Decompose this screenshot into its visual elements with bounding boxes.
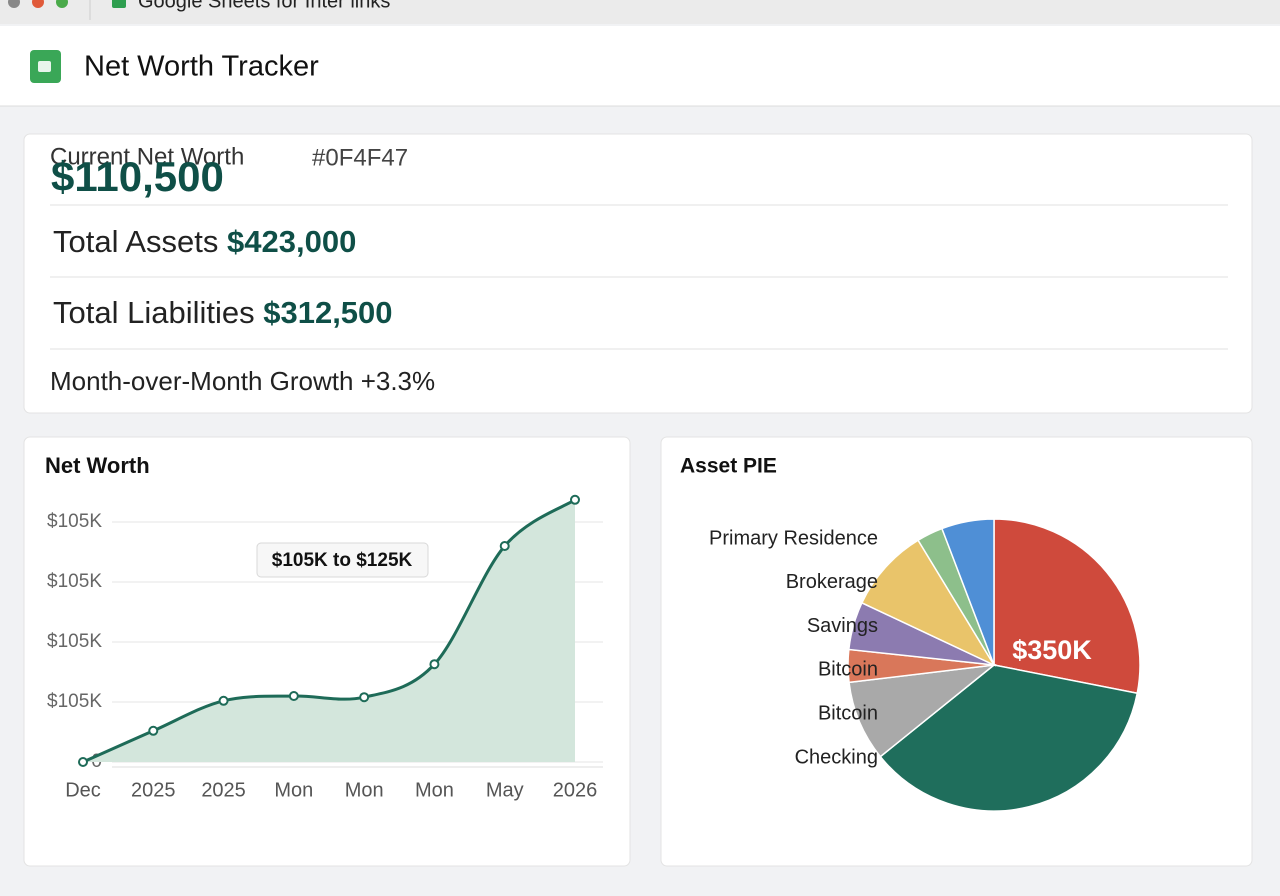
pie-label: Primary Residence (709, 527, 878, 549)
page-title: Net Worth Tracker (84, 51, 319, 83)
assets-label: Total Assets (53, 224, 218, 259)
growth-value: +3.3% (361, 366, 435, 396)
summary-card (23, 133, 1253, 414)
pie-slice (860, 539, 996, 667)
x-tick-label: 2025 (201, 779, 246, 801)
y-tick-label: $105K (47, 631, 102, 652)
chart-title: Net Worth (45, 453, 150, 478)
annotation-box (256, 542, 429, 578)
liabilities-row: Total Liabilities $312,500 (53, 295, 393, 330)
growth-label: Month-over-Month Growth (50, 366, 353, 396)
window-dot (56, 0, 68, 8)
y-tick-label: $105K (47, 691, 102, 712)
header (0, 26, 1280, 106)
browser-bar (0, 0, 1280, 24)
point (570, 494, 580, 505)
pie-label: Savings (807, 615, 878, 637)
pie-slice (993, 518, 1141, 695)
y-tick-label: $105K (47, 511, 102, 532)
window-dot (32, 0, 44, 8)
growth-row: Month-over-Month Growth +3.3% (50, 366, 435, 396)
pie-center-label: $350K (1012, 635, 1092, 665)
point (148, 725, 159, 736)
y-tick-label: $105K (47, 571, 102, 592)
point (499, 541, 510, 551)
assets-row: Total Assets $423,000 (53, 224, 356, 259)
point (218, 695, 229, 706)
x-tick-label: May (486, 779, 524, 801)
net-worth-label: Current Net Worth (50, 143, 244, 170)
pie-slice (848, 663, 997, 758)
x-tick-label: Mon (345, 779, 384, 801)
area (83, 499, 575, 762)
pie-slice (879, 664, 1139, 812)
x-tick-label: 2026 (553, 779, 598, 801)
chart-title: Asset PIE (680, 455, 777, 478)
x-tick-label: Mon (274, 779, 313, 801)
point (429, 659, 440, 670)
point (359, 692, 370, 703)
point (288, 691, 299, 701)
pie-label: Checking (795, 746, 878, 768)
net-worth-value: $110,500 (51, 153, 224, 200)
pie-label: Bitcoin (818, 659, 878, 681)
x-tick-label: Dec (65, 779, 101, 801)
line (82, 498, 576, 764)
assets-value: $423,000 (227, 224, 356, 259)
x-tick-label: Mon (415, 779, 454, 801)
x-tick-label: 2025 (131, 779, 176, 801)
tab-icon (112, 0, 126, 8)
liabilities-value: $312,500 (263, 295, 392, 330)
tab-title[interactable]: Google Sheets for Inter links (138, 0, 390, 12)
pie-label: Bitcoin (818, 702, 878, 724)
app-icon-inner (38, 61, 51, 72)
annotation: $105K to $125K (272, 550, 413, 571)
charts: 0$105K$105K$105K$105KDec20252025MonMonMo… (47, 494, 1141, 812)
point (78, 757, 88, 767)
pie-label: Brokerage (786, 571, 878, 593)
color-code: #0F4F47 (312, 144, 408, 171)
window-dot (8, 0, 20, 8)
liabilities-label: Total Liabilities (53, 295, 255, 330)
pie-slice (940, 518, 995, 666)
